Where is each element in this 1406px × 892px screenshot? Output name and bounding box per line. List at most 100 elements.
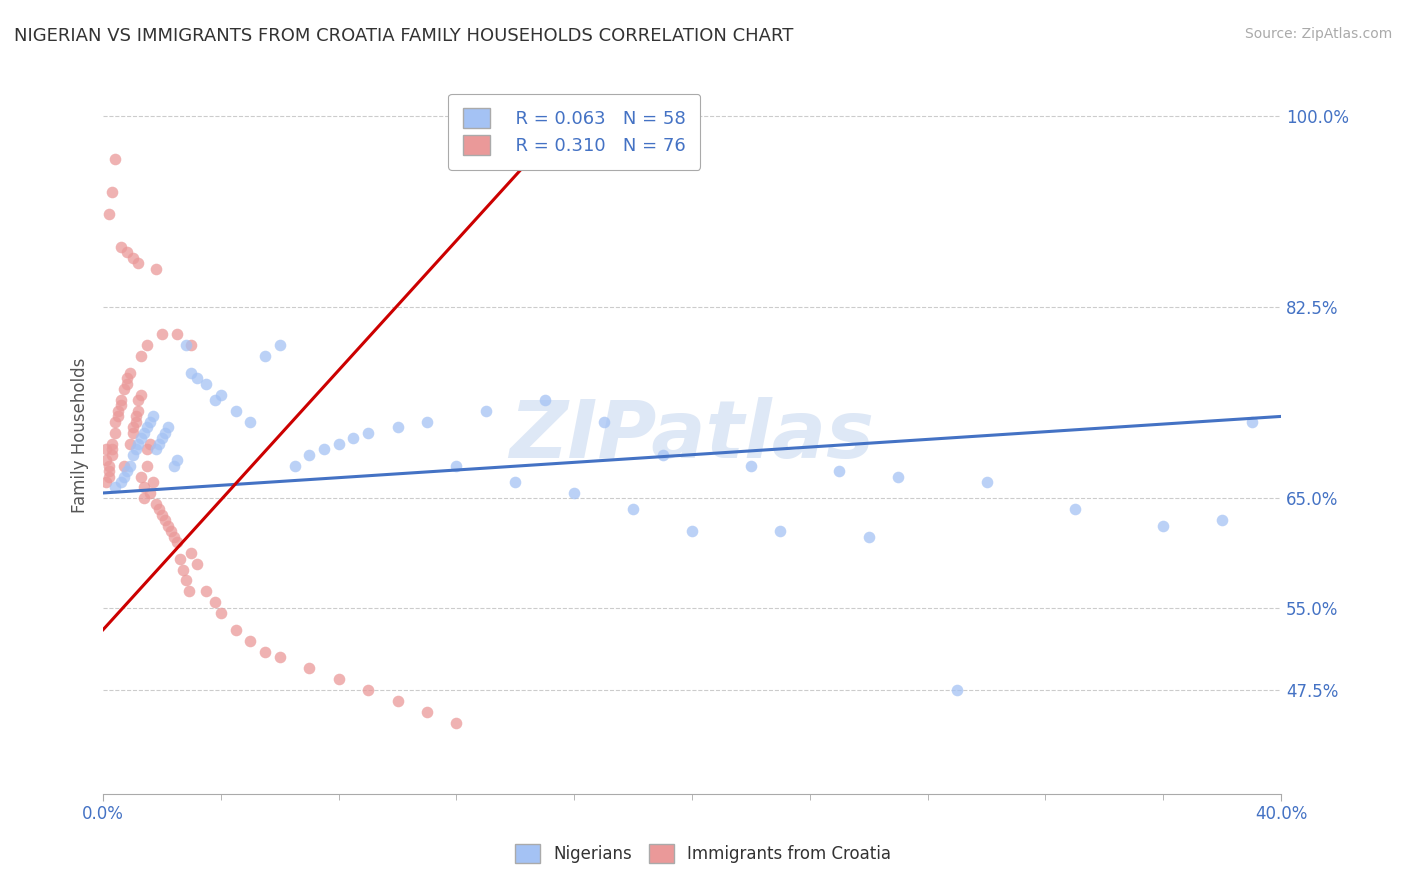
- Point: [172, 562, 194, 576]
- Point: [357, 682, 380, 697]
- Point: [416, 415, 439, 429]
- Point: [142, 475, 165, 489]
- Point: [104, 153, 127, 167]
- Point: [150, 327, 173, 342]
- Point: [446, 458, 468, 473]
- Point: [156, 420, 179, 434]
- Point: [387, 420, 409, 434]
- Point: [115, 245, 138, 260]
- Point: [98, 207, 121, 221]
- Point: [127, 436, 149, 450]
- Point: [592, 415, 614, 429]
- Point: [298, 661, 321, 675]
- Point: [118, 366, 141, 380]
- Point: [118, 436, 141, 450]
- Point: [269, 650, 291, 665]
- Point: [104, 425, 127, 440]
- Point: [115, 371, 138, 385]
- Point: [131, 469, 153, 483]
- Point: [239, 415, 262, 429]
- Point: [124, 409, 146, 424]
- Text: Source: ZipAtlas.com: Source: ZipAtlas.com: [1244, 27, 1392, 41]
- Point: [134, 425, 156, 440]
- Point: [101, 186, 124, 200]
- Point: [110, 475, 132, 489]
- Point: [269, 338, 291, 352]
- Point: [186, 371, 208, 385]
- Point: [312, 442, 335, 457]
- Point: [160, 524, 183, 539]
- Point: [110, 240, 132, 254]
- Point: [446, 715, 468, 730]
- Point: [858, 530, 880, 544]
- Point: [166, 535, 188, 549]
- Point: [142, 409, 165, 424]
- Point: [131, 349, 153, 363]
- Y-axis label: Family Households: Family Households: [72, 358, 89, 513]
- Point: [195, 376, 218, 391]
- Point: [124, 415, 146, 429]
- Point: [121, 420, 143, 434]
- Point: [112, 469, 135, 483]
- Point: [94, 475, 117, 489]
- Point: [104, 415, 127, 429]
- Point: [150, 431, 173, 445]
- Point: [163, 530, 186, 544]
- Point: [107, 409, 129, 424]
- Point: [110, 392, 132, 407]
- Point: [153, 425, 176, 440]
- Point: [180, 338, 202, 352]
- Point: [110, 399, 132, 413]
- Point: [740, 458, 762, 473]
- Point: [127, 392, 149, 407]
- Point: [127, 256, 149, 270]
- Point: [101, 436, 124, 450]
- Point: [254, 349, 277, 363]
- Point: [156, 518, 179, 533]
- Point: [186, 557, 208, 571]
- Point: [1063, 502, 1085, 516]
- Point: [139, 415, 162, 429]
- Point: [195, 584, 218, 599]
- Point: [174, 338, 197, 352]
- Point: [533, 392, 555, 407]
- Point: [94, 442, 117, 457]
- Point: [651, 448, 673, 462]
- Point: [112, 382, 135, 396]
- Point: [1211, 513, 1233, 527]
- Point: [387, 694, 409, 708]
- Point: [139, 436, 162, 450]
- Point: [107, 404, 129, 418]
- Point: [562, 486, 585, 500]
- Point: [115, 464, 138, 478]
- Point: [180, 366, 202, 380]
- Point: [976, 475, 998, 489]
- Point: [134, 481, 156, 495]
- Point: [98, 458, 121, 473]
- Point: [131, 431, 153, 445]
- Point: [148, 436, 170, 450]
- Point: [1152, 518, 1174, 533]
- Point: [225, 623, 247, 637]
- Point: [177, 584, 200, 599]
- Point: [101, 448, 124, 462]
- Point: [169, 551, 191, 566]
- Point: [209, 387, 232, 401]
- Point: [239, 633, 262, 648]
- Point: [145, 442, 167, 457]
- Point: [180, 546, 202, 560]
- Point: [416, 705, 439, 719]
- Text: NIGERIAN VS IMMIGRANTS FROM CROATIA FAMILY HOUSEHOLDS CORRELATION CHART: NIGERIAN VS IMMIGRANTS FROM CROATIA FAMI…: [14, 27, 793, 45]
- Point: [131, 387, 153, 401]
- Point: [163, 458, 186, 473]
- Point: [204, 392, 226, 407]
- Point: [104, 481, 127, 495]
- Point: [475, 404, 498, 418]
- Point: [153, 513, 176, 527]
- Point: [121, 425, 143, 440]
- Point: [139, 486, 162, 500]
- Point: [118, 458, 141, 473]
- Point: [166, 453, 188, 467]
- Point: [621, 502, 644, 516]
- Point: [136, 420, 159, 434]
